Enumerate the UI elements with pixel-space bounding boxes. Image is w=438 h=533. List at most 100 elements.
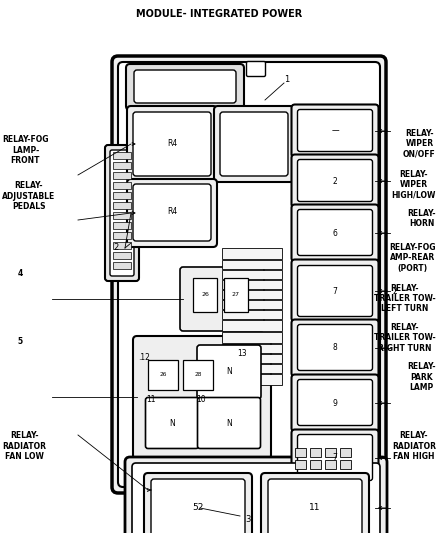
Bar xyxy=(340,472,351,481)
FancyBboxPatch shape xyxy=(110,150,134,276)
Text: 26: 26 xyxy=(159,373,167,377)
FancyBboxPatch shape xyxy=(297,434,372,481)
FancyBboxPatch shape xyxy=(151,479,245,533)
FancyBboxPatch shape xyxy=(132,463,380,533)
FancyBboxPatch shape xyxy=(297,209,372,255)
Bar xyxy=(113,162,131,169)
FancyBboxPatch shape xyxy=(197,345,261,399)
Text: 9: 9 xyxy=(332,399,337,408)
Bar xyxy=(113,222,131,229)
FancyBboxPatch shape xyxy=(133,336,271,459)
Text: 4: 4 xyxy=(18,269,23,278)
Text: 2: 2 xyxy=(113,244,119,253)
Bar xyxy=(113,172,131,179)
FancyBboxPatch shape xyxy=(297,325,372,370)
Text: N: N xyxy=(169,418,175,427)
Bar xyxy=(222,320,282,331)
FancyBboxPatch shape xyxy=(220,112,288,176)
Bar xyxy=(295,460,306,469)
Bar xyxy=(148,360,178,390)
Text: 6: 6 xyxy=(332,229,337,238)
Bar xyxy=(113,242,131,249)
Bar xyxy=(113,252,131,259)
Bar xyxy=(310,448,321,457)
Text: RELAY-
RADIATOR
FAN LOW: RELAY- RADIATOR FAN LOW xyxy=(2,431,46,461)
FancyBboxPatch shape xyxy=(292,205,378,262)
Bar xyxy=(222,260,282,269)
FancyBboxPatch shape xyxy=(127,106,217,182)
Bar xyxy=(193,278,217,312)
Text: 2: 2 xyxy=(332,176,337,185)
FancyBboxPatch shape xyxy=(297,265,372,317)
FancyBboxPatch shape xyxy=(180,267,264,331)
Bar xyxy=(222,300,282,309)
Text: 27: 27 xyxy=(232,293,240,297)
Bar xyxy=(113,212,131,219)
Bar xyxy=(325,460,336,469)
Text: 11: 11 xyxy=(309,504,321,513)
FancyBboxPatch shape xyxy=(118,62,380,487)
FancyBboxPatch shape xyxy=(261,473,369,533)
FancyBboxPatch shape xyxy=(105,145,139,281)
FancyBboxPatch shape xyxy=(112,56,386,493)
Text: RELAY-
TRAILER TOW-
RIGHT TURN: RELAY- TRAILER TOW- RIGHT TURN xyxy=(374,323,436,353)
FancyBboxPatch shape xyxy=(247,61,265,77)
Text: N: N xyxy=(226,418,232,427)
Bar xyxy=(113,182,131,189)
Bar xyxy=(310,460,321,469)
Text: 3: 3 xyxy=(245,515,251,524)
Text: 52: 52 xyxy=(192,504,204,513)
Bar xyxy=(325,472,336,481)
Text: RELAY-
RADIATOR
FAN HIGH: RELAY- RADIATOR FAN HIGH xyxy=(392,431,436,461)
FancyBboxPatch shape xyxy=(297,109,372,151)
FancyBboxPatch shape xyxy=(144,473,252,533)
Text: RELAY-
TRAILER TOW-
LEFT TURN: RELAY- TRAILER TOW- LEFT TURN xyxy=(374,284,436,313)
FancyBboxPatch shape xyxy=(133,112,211,176)
FancyBboxPatch shape xyxy=(292,319,378,376)
FancyBboxPatch shape xyxy=(127,179,217,247)
FancyBboxPatch shape xyxy=(292,260,378,321)
FancyBboxPatch shape xyxy=(297,159,372,201)
Text: RELAY-FOG
LAMP-
FRONT: RELAY-FOG LAMP- FRONT xyxy=(2,135,49,165)
Bar xyxy=(222,270,282,279)
Bar xyxy=(222,248,282,259)
Bar xyxy=(113,152,131,159)
FancyBboxPatch shape xyxy=(292,430,378,487)
FancyBboxPatch shape xyxy=(134,70,236,103)
Bar xyxy=(222,290,282,299)
Text: .12: .12 xyxy=(138,353,150,362)
Text: 5: 5 xyxy=(18,337,23,345)
Text: 26: 26 xyxy=(201,293,209,297)
Bar xyxy=(222,354,282,363)
FancyBboxPatch shape xyxy=(125,457,387,533)
Text: RELAY-
ADJUSTABLE
PEDALS: RELAY- ADJUSTABLE PEDALS xyxy=(2,181,56,211)
Text: R4: R4 xyxy=(167,140,177,149)
Text: 1: 1 xyxy=(284,76,290,85)
Bar xyxy=(222,344,282,353)
Text: MODULE- INTEGRATED POWER: MODULE- INTEGRATED POWER xyxy=(136,9,302,19)
Bar xyxy=(222,364,282,373)
Text: 11: 11 xyxy=(146,395,156,405)
Bar xyxy=(295,472,306,481)
Bar xyxy=(222,310,282,319)
Text: 10: 10 xyxy=(196,395,206,405)
FancyBboxPatch shape xyxy=(292,104,378,157)
Text: 13: 13 xyxy=(237,349,247,358)
FancyBboxPatch shape xyxy=(133,184,211,241)
FancyBboxPatch shape xyxy=(292,155,378,207)
FancyBboxPatch shape xyxy=(145,398,198,448)
Text: 28: 28 xyxy=(194,373,202,377)
FancyBboxPatch shape xyxy=(292,375,378,432)
Text: RELAY-
WIPER
HIGH/LOW: RELAY- WIPER HIGH/LOW xyxy=(392,169,436,199)
Text: 8: 8 xyxy=(332,343,337,352)
Text: RELAY-FOG
AMP-REAR
(PORT): RELAY-FOG AMP-REAR (PORT) xyxy=(389,243,436,273)
Bar xyxy=(295,448,306,457)
Text: —: — xyxy=(331,126,339,135)
FancyBboxPatch shape xyxy=(198,398,261,448)
FancyBboxPatch shape xyxy=(214,106,294,182)
Bar xyxy=(222,374,282,385)
Bar xyxy=(113,262,131,269)
Text: N: N xyxy=(226,367,232,376)
Bar xyxy=(340,448,351,457)
Text: 2: 2 xyxy=(392,287,397,295)
